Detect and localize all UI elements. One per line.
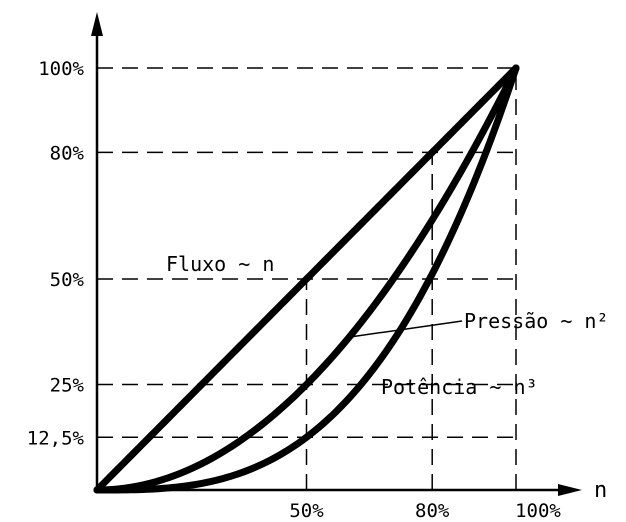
y-tick-label-2: 50% (50, 269, 85, 291)
series-line-power (93, 64, 520, 494)
y-tick-label-1: 80% (50, 142, 85, 164)
y-tick-label-3: 25% (50, 375, 85, 397)
x-axis-label: n (594, 478, 607, 503)
y-axis-arrow (91, 12, 103, 36)
series-label-pressure: Pressão ~ n² (464, 309, 609, 333)
series-label-power: Potência ~ n³ (381, 375, 538, 399)
series-line-pressure (93, 64, 520, 494)
x-tick-label-0: 50% (289, 500, 324, 522)
curve-labels: Fluxo ~ n Pressão ~ n² Potência ~ n³ (166, 252, 609, 399)
series-line-flow (93, 64, 520, 494)
x-axis-arrow (558, 484, 582, 496)
x-tick-label-2: 100% (515, 500, 561, 522)
y-tick-label-0: 100% (38, 58, 84, 80)
curves (93, 64, 520, 494)
x-tick-label-1: 80% (415, 500, 450, 522)
tick-labels: 100% 80% 50% 25% 12,5% 50% 80% 100% (27, 58, 562, 522)
y-tick-label-4: 12,5% (27, 427, 85, 449)
series-label-flow: Fluxo ~ n (166, 252, 274, 276)
pressure-leader-line (349, 320, 463, 338)
